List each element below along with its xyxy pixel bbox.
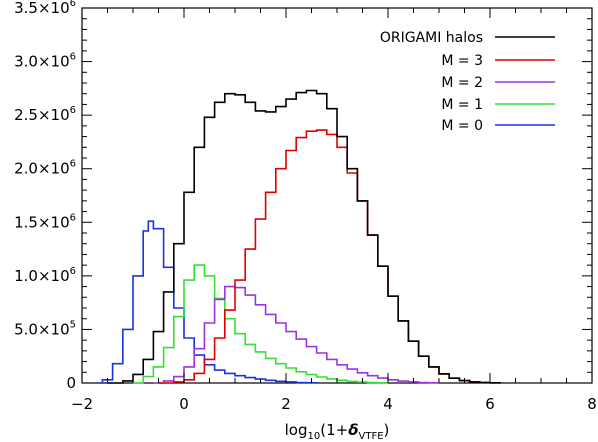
y-tick-label: 5.0×105 [14, 319, 76, 338]
x-tick-label: 0 [179, 395, 189, 413]
x-tick-label: 4 [383, 395, 393, 413]
x-tick-label: 2 [281, 395, 291, 413]
x-tick-label: 6 [485, 395, 495, 413]
series-line [153, 285, 440, 384]
y-tick-label: 2.0×106 [14, 159, 76, 178]
y-tick-label: 3.5×106 [14, 0, 76, 17]
x-axis-label-symbol: δ [348, 421, 358, 439]
x-axis-label: log10(1+δVTFE) [285, 421, 390, 442]
series-line [158, 129, 501, 384]
series-line [97, 220, 318, 384]
plot-frame [81, 7, 593, 384]
series-layer [97, 89, 501, 384]
y-tick-label: 2.5×106 [14, 105, 76, 124]
y-tick-label: 1.5×106 [14, 212, 76, 231]
y-tick-labels: 0 5.0×105 1.0×106 1.5×106 2.0×106 2.5×106 3.0×… [14, 0, 76, 392]
series-line [107, 89, 501, 384]
y-tick-label: 0 [66, 374, 76, 392]
x-tick-label: −2 [71, 395, 93, 413]
y-tick-label: 1.0×106 [14, 266, 76, 285]
legend: ORIGAMI halos M = 3 M = 2 M = 1 M = 0 [380, 30, 555, 134]
x-tick-label: 8 [587, 395, 597, 413]
series-line [133, 264, 389, 384]
x-axis-label-prefix: log [285, 421, 308, 439]
legend-label: M = 1 [441, 97, 483, 113]
x-axis-label-open: (1+ [320, 421, 348, 439]
ticks-layer [81, 7, 593, 384]
y-tick-label: 3.0×106 [14, 52, 76, 71]
x-axis-label-symbol-sub: VTFE [359, 431, 384, 442]
x-axis-label-sub: 10 [307, 431, 320, 442]
x-axis-label-close: ) [384, 421, 390, 439]
legend-label: M = 0 [441, 118, 483, 134]
legend-label: M = 3 [441, 53, 483, 69]
legend-label: ORIGAMI halos [380, 30, 483, 46]
legend-label: M = 2 [441, 75, 483, 91]
x-tick-labels: −2 0 2 4 6 8 [71, 395, 597, 413]
